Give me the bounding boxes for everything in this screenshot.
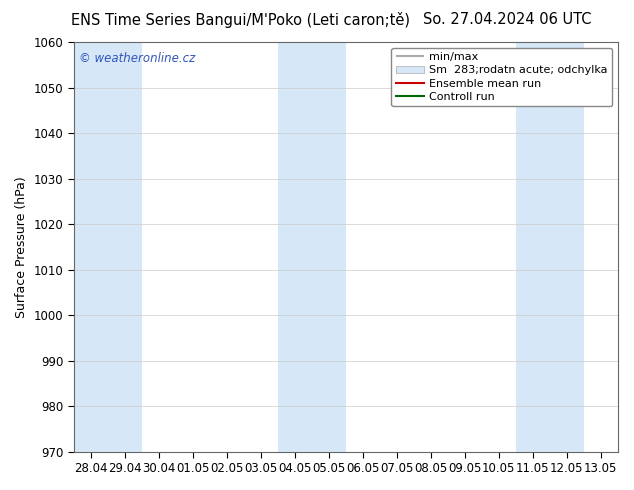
Text: ENS Time Series Bangui/M'Poko (Leti caron;tě): ENS Time Series Bangui/M'Poko (Leti caro… [72,12,410,28]
Bar [515,42,550,452]
Bar [108,42,142,452]
Bar [550,42,584,452]
Text: So. 27.04.2024 06 UTC: So. 27.04.2024 06 UTC [423,12,592,27]
Text: © weatheronline.cz: © weatheronline.cz [79,52,195,65]
Legend: min/max, Sm  283;rodatn acute; odchylka, Ensemble mean run, Controll run: min/max, Sm 283;rodatn acute; odchylka, … [391,48,612,106]
Y-axis label: Surface Pressure (hPa): Surface Pressure (hPa) [15,176,28,318]
Bar [74,42,108,452]
Bar [278,42,312,452]
Bar [312,42,346,452]
